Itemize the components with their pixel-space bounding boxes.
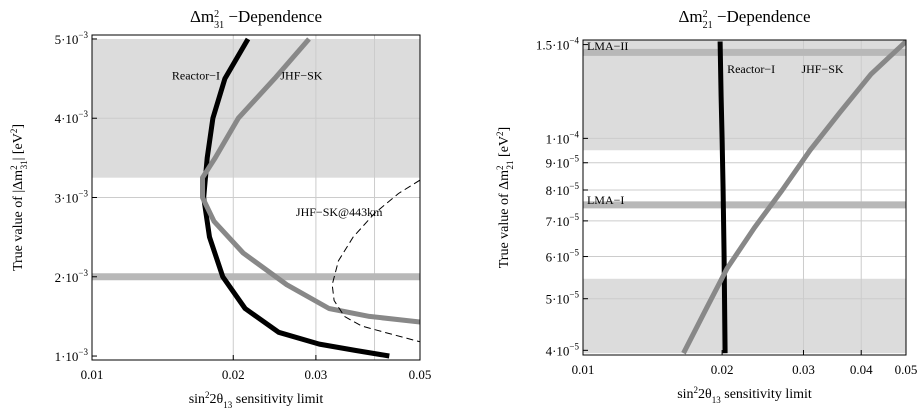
y-tick-label: 1.5·10−4 [536, 36, 580, 53]
x-tick-label: 0.03 [792, 362, 815, 377]
y-tick-label: 4·10−3 [55, 109, 89, 126]
series-line-jhf-sk [681, 40, 906, 355]
x-tick-label: 0.05 [895, 362, 918, 377]
plot-frame [582, 39, 907, 356]
series-line-jhf-sk [200, 37, 420, 325]
y-tick-label: 1·10−3 [55, 347, 89, 364]
y-tick-label: 8·10−5 [546, 181, 580, 198]
series-line-jhf-sk-443km [331, 179, 420, 343]
x-tick-label: 0.03 [305, 367, 328, 382]
y-tick-label: 5·10−5 [546, 290, 580, 307]
y-tick-label: 4·10−5 [546, 341, 580, 358]
x-axis-label: sin22θ13 sensitivity limit [189, 390, 324, 410]
annotation-label: JHF−SK [280, 68, 322, 82]
x-tick-label: 0.01 [81, 367, 104, 382]
y-tick-label: 2·10−3 [55, 268, 89, 285]
y-tick-label: 1·10−4 [546, 129, 580, 146]
x-tick-label: 0.02 [711, 362, 734, 377]
y-axis-label: True value of Δm221 [eV2] [495, 127, 515, 268]
x-tick-label: 0.05 [409, 367, 432, 382]
annotation-label: JHF−SK [801, 62, 843, 76]
x-tick-label: 0.04 [850, 362, 873, 377]
y-tick-label: 6·10−5 [546, 248, 580, 265]
annotation-label: Reactor−I [172, 68, 220, 82]
chart-title: Δm2 31 −Dependence [190, 7, 322, 31]
y-axis-label: True value of |Δm231| [eV2] [9, 124, 29, 271]
x-tick-label: 0.01 [572, 362, 595, 377]
shaded-band [92, 38, 420, 178]
annotation-label: LMA−II [587, 39, 628, 53]
annotation-label: Reactor−I [727, 62, 775, 76]
x-tick-label: 0.02 [222, 367, 245, 382]
shaded-band [583, 40, 906, 151]
chart-panel-1: 0.01 0.02 0.03 0.05 1·10−3 2·10−3 3·10−3 4·10−3… [9, 7, 431, 410]
shaded-band [583, 278, 906, 354]
y-tick-label: 5·10−3 [55, 30, 89, 47]
chart-panel-2: 0.01 0.02 0.03 0.04 0.05 4·10−5 5·10−5 6·10−5 7·… [495, 7, 917, 405]
y-tick-label: 7·10−5 [546, 212, 580, 229]
annotation-label: JHF−SK@443km [296, 205, 383, 219]
annotation-label: LMA−I [587, 193, 624, 207]
series-line-reactor-i [201, 37, 390, 359]
y-tick-label: 9·10−5 [546, 154, 580, 171]
y-tick-label: 3·10−3 [55, 189, 89, 206]
chart-title: Δm2 21 −Dependence [679, 7, 811, 31]
x-axis-label: sin22θ13 sensitivity limit [677, 385, 812, 405]
